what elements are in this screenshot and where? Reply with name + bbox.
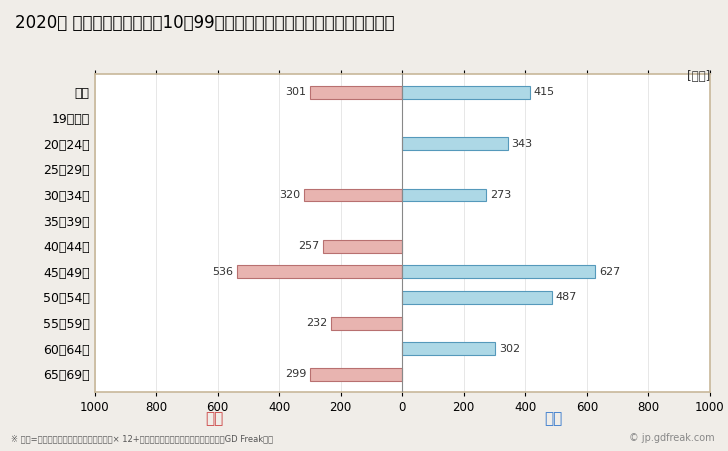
Bar (331, 317, 402, 330)
Bar (402, 291, 552, 304)
Bar (310, 368, 402, 381)
Text: 257: 257 (298, 241, 320, 251)
Bar (304, 189, 402, 201)
Text: ※ 年収=「きまって支給する現金給与額」× 12+「年間賞与その他特別給与額」としてGD Freak推計: ※ 年収=「きまって支給する現金給与額」× 12+「年間賞与その他特別給与額」と… (11, 434, 273, 443)
Bar (323, 240, 402, 253)
Text: 273: 273 (490, 190, 511, 200)
Text: 320: 320 (279, 190, 300, 200)
Text: 2020年 民間企業（従業者数10～99人）フルタイム労働者の男女別平均年収: 2020年 民間企業（従業者数10～99人）フルタイム労働者の男女別平均年収 (15, 14, 394, 32)
Text: 487: 487 (555, 293, 577, 303)
Bar (402, 266, 595, 278)
Text: 232: 232 (306, 318, 327, 328)
Text: 301: 301 (285, 87, 306, 97)
Bar (309, 86, 402, 99)
Text: 627: 627 (598, 267, 620, 277)
Text: 299: 299 (285, 369, 306, 379)
Text: 415: 415 (534, 87, 555, 97)
Bar (237, 266, 402, 278)
Bar (402, 86, 530, 99)
Text: © jp.gdfreak.com: © jp.gdfreak.com (629, 433, 715, 443)
Text: 302: 302 (499, 344, 520, 354)
Text: 536: 536 (213, 267, 234, 277)
Text: 343: 343 (511, 138, 533, 149)
Bar (402, 137, 507, 150)
Bar (402, 342, 495, 355)
Text: [万円]: [万円] (687, 70, 710, 83)
Text: 女性: 女性 (205, 411, 224, 426)
Text: 男性: 男性 (544, 411, 563, 426)
Bar (402, 189, 486, 201)
